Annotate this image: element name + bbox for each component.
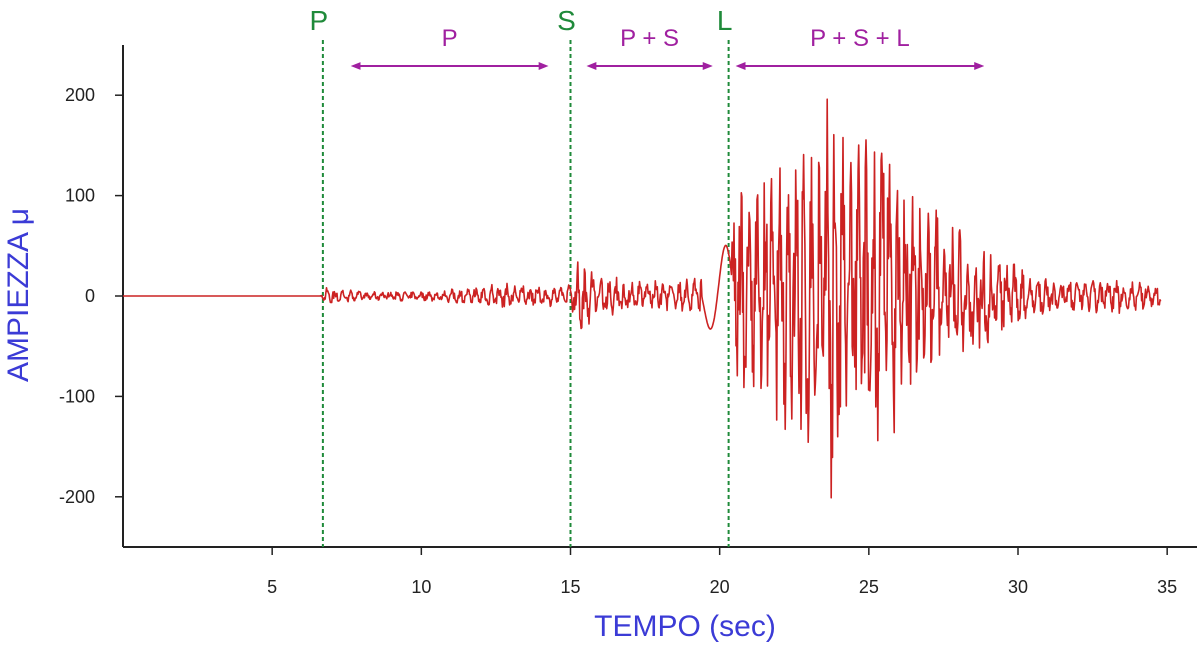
plot-area: 5 10 15 20 25 30 35 200 100 0 -100 -200 P S L P P + S… [59,5,1197,597]
x-tick-label: 25 [859,577,879,597]
y-tick-label: -100 [59,386,95,406]
series-line-0 [122,98,1162,499]
x-tick-label: 15 [560,577,580,597]
phase-label-2: P + S + L [810,25,910,52]
x-tick-label: 10 [411,577,431,597]
y-tick-label: 200 [65,85,95,105]
phase-label-1: P + S [620,25,679,52]
y-ticks: 200 100 0 -100 -200 [59,85,123,507]
x-tick-label: 20 [710,577,730,597]
marker-label-p: P [310,5,329,36]
x-axis-title: TEMPO (sec) [594,610,776,643]
x-tick-label: 5 [267,577,277,597]
series-group [122,98,1162,499]
x-tick-label: 30 [1008,577,1028,597]
phase-label-0: P [442,25,458,52]
x-ticks: 5 10 15 20 25 30 35 [267,547,1177,597]
phase-intervals: P P + S P + S + L [350,25,985,70]
marker-label-l: L [717,5,733,36]
y-tick-label: 0 [85,286,95,306]
y-tick-label: 100 [65,186,95,206]
y-tick-label: -200 [59,487,95,507]
x-tick-label: 35 [1157,577,1177,597]
y-axis-title: AMPIEZZA μ [2,208,35,382]
marker-label-s: S [557,5,576,36]
